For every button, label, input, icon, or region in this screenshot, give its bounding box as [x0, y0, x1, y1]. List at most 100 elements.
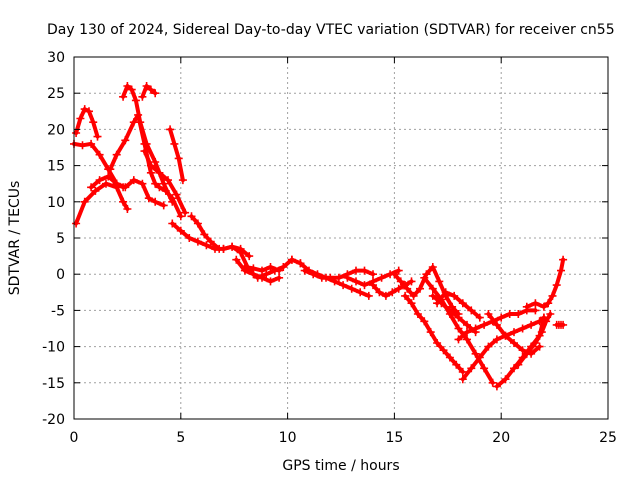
data-point	[144, 194, 153, 203]
data-point	[475, 353, 484, 362]
data-point	[106, 165, 115, 174]
data-point	[471, 349, 480, 358]
data-point	[85, 107, 93, 116]
data-point	[102, 179, 110, 188]
data-point	[317, 273, 326, 282]
series-sat-k	[187, 212, 224, 253]
data-point	[155, 168, 164, 177]
data-point	[93, 132, 102, 141]
series-sat-a	[72, 105, 102, 141]
data-point	[420, 273, 429, 282]
data-point	[187, 212, 196, 221]
series-sat-h	[140, 147, 190, 217]
data-point	[138, 92, 147, 101]
data-point	[458, 299, 467, 308]
data-point	[275, 266, 284, 275]
data-point	[452, 360, 461, 369]
data-point	[123, 82, 132, 90]
series-band	[89, 174, 166, 208]
data-point	[151, 89, 160, 98]
data-point	[501, 375, 510, 384]
y-tick-label: 25	[47, 86, 65, 102]
series-band	[524, 257, 566, 309]
data-point	[80, 197, 89, 206]
data-point	[146, 168, 155, 177]
data-point	[309, 270, 318, 279]
data-point	[228, 242, 237, 251]
data-point	[112, 179, 121, 188]
data-point	[287, 255, 296, 264]
data-point	[413, 310, 422, 318]
data-point	[450, 291, 459, 300]
data-point	[480, 364, 489, 373]
data-point	[172, 190, 181, 199]
data-point	[146, 161, 155, 170]
data-point	[266, 263, 275, 271]
data-point	[369, 281, 377, 290]
data-point	[394, 266, 403, 275]
data-point	[403, 284, 412, 293]
data-point	[245, 252, 254, 261]
data-point	[435, 277, 444, 286]
data-point	[492, 335, 501, 344]
data-point	[168, 197, 177, 206]
series-sat-p	[300, 266, 377, 282]
series-band	[403, 293, 465, 374]
data-point	[258, 273, 266, 282]
data-point	[426, 328, 435, 337]
data-point	[531, 299, 540, 308]
data-point	[467, 364, 476, 373]
data-point	[121, 136, 130, 145]
data-point	[510, 364, 518, 373]
y-tick-label: -15	[42, 376, 65, 392]
y-tick-label: 5	[56, 231, 65, 247]
data-point	[492, 382, 501, 391]
data-point	[454, 324, 463, 333]
data-point	[552, 281, 561, 290]
data-point	[80, 105, 89, 114]
y-tick-label: -10	[42, 340, 65, 356]
data-point	[236, 248, 245, 257]
x-tick-label: 0	[70, 430, 79, 446]
data-point	[514, 310, 523, 318]
data-point	[202, 241, 211, 250]
data-point	[484, 310, 493, 318]
data-point	[546, 310, 555, 318]
data-point	[463, 328, 471, 337]
data-point	[535, 342, 544, 351]
series-band	[435, 290, 482, 320]
data-point	[206, 237, 215, 246]
data-point	[433, 339, 442, 347]
y-tick-label: 15	[47, 159, 65, 175]
data-point	[458, 367, 467, 376]
data-point	[360, 266, 369, 275]
data-point	[475, 313, 484, 322]
data-point	[428, 291, 437, 300]
data-point	[112, 150, 121, 159]
data-point	[249, 264, 258, 273]
data-point	[164, 176, 172, 185]
data-point	[352, 277, 360, 286]
data-point	[121, 183, 130, 192]
data-point	[501, 331, 510, 340]
data-point	[95, 150, 104, 159]
data-point	[193, 237, 202, 246]
data-point	[557, 266, 565, 275]
series-sat-ab	[514, 310, 555, 369]
series-band	[168, 127, 185, 183]
data-point	[356, 288, 365, 297]
data-point	[146, 85, 155, 94]
data-point	[119, 92, 128, 101]
data-point	[343, 273, 352, 282]
data-point	[548, 291, 557, 300]
data-point	[95, 176, 104, 185]
data-point	[381, 291, 390, 300]
data-point	[136, 118, 145, 127]
data-point	[296, 259, 305, 268]
data-point	[360, 281, 369, 290]
data-point	[510, 339, 518, 347]
data-point	[390, 270, 399, 279]
grid-layer	[74, 57, 608, 419]
data-point	[396, 277, 405, 286]
data-point	[185, 234, 194, 242]
